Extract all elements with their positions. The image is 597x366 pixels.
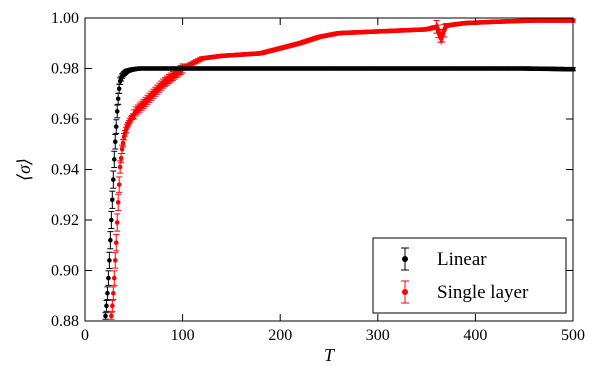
data-point [111, 290, 116, 296]
data-point [115, 200, 121, 205]
data-point [104, 303, 109, 309]
data-point [116, 182, 122, 187]
series-linear [102, 66, 576, 320]
legend-label: Single layer [437, 282, 529, 303]
data-point [108, 237, 113, 243]
y-tick-label: 1.00 [51, 10, 79, 27]
legend: Linear Single layer [372, 237, 567, 314]
x-tick-label: 100 [171, 327, 195, 344]
tick-labels-layer: 0 100 200 300 400 500 0.88 0.90 0.92 0.94 0.96 0.98… [51, 10, 585, 344]
data-point [112, 139, 118, 145]
y-tick-label: 0.96 [51, 111, 79, 128]
data-point [109, 313, 114, 319]
series-single-layer [108, 18, 576, 320]
y-tick-label: 0.88 [51, 313, 79, 330]
legend-marker [402, 289, 408, 295]
legend-entries: Linear Single layer [401, 247, 529, 304]
data-point [120, 140, 126, 146]
data-point [112, 258, 118, 263]
data-point [119, 147, 125, 152]
y-tick-label: 0.90 [51, 263, 79, 280]
ticks-layer [84, 17, 574, 322]
data-point [117, 164, 123, 170]
data-point [118, 155, 124, 161]
x-tick-label: 500 [561, 327, 585, 344]
data-point [114, 220, 120, 225]
data-point [116, 86, 122, 91]
y-tick-label: 0.94 [51, 162, 79, 179]
data-point [107, 258, 112, 263]
data-point [109, 217, 114, 223]
y-tick-label: 0.92 [51, 212, 79, 229]
data-point [105, 290, 110, 296]
y-axis-title: ⟨σ⟩ [14, 158, 34, 181]
legend-label: Linear [437, 249, 487, 270]
data-point [111, 177, 116, 182]
legend-marker [402, 256, 408, 262]
data-point [113, 124, 119, 129]
x-tick-label: 0 [81, 327, 89, 344]
x-tick-label: 400 [463, 327, 487, 344]
data-point [111, 157, 117, 162]
data-point [103, 313, 108, 319]
y-tick-label: 0.98 [51, 61, 79, 78]
x-tick-label: 300 [366, 327, 390, 344]
data-point [111, 275, 117, 281]
data-point [114, 109, 120, 114]
data-point [110, 303, 115, 309]
data-point [115, 96, 121, 102]
data-point [110, 197, 115, 203]
series-layer [102, 18, 576, 320]
data-point [113, 240, 119, 246]
data-point [106, 275, 111, 281]
x-tick-label: 200 [268, 327, 292, 344]
x-axis-title: T [324, 345, 336, 365]
